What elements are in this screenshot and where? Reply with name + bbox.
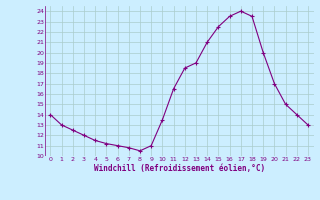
X-axis label: Windchill (Refroidissement éolien,°C): Windchill (Refroidissement éolien,°C) <box>94 164 265 173</box>
